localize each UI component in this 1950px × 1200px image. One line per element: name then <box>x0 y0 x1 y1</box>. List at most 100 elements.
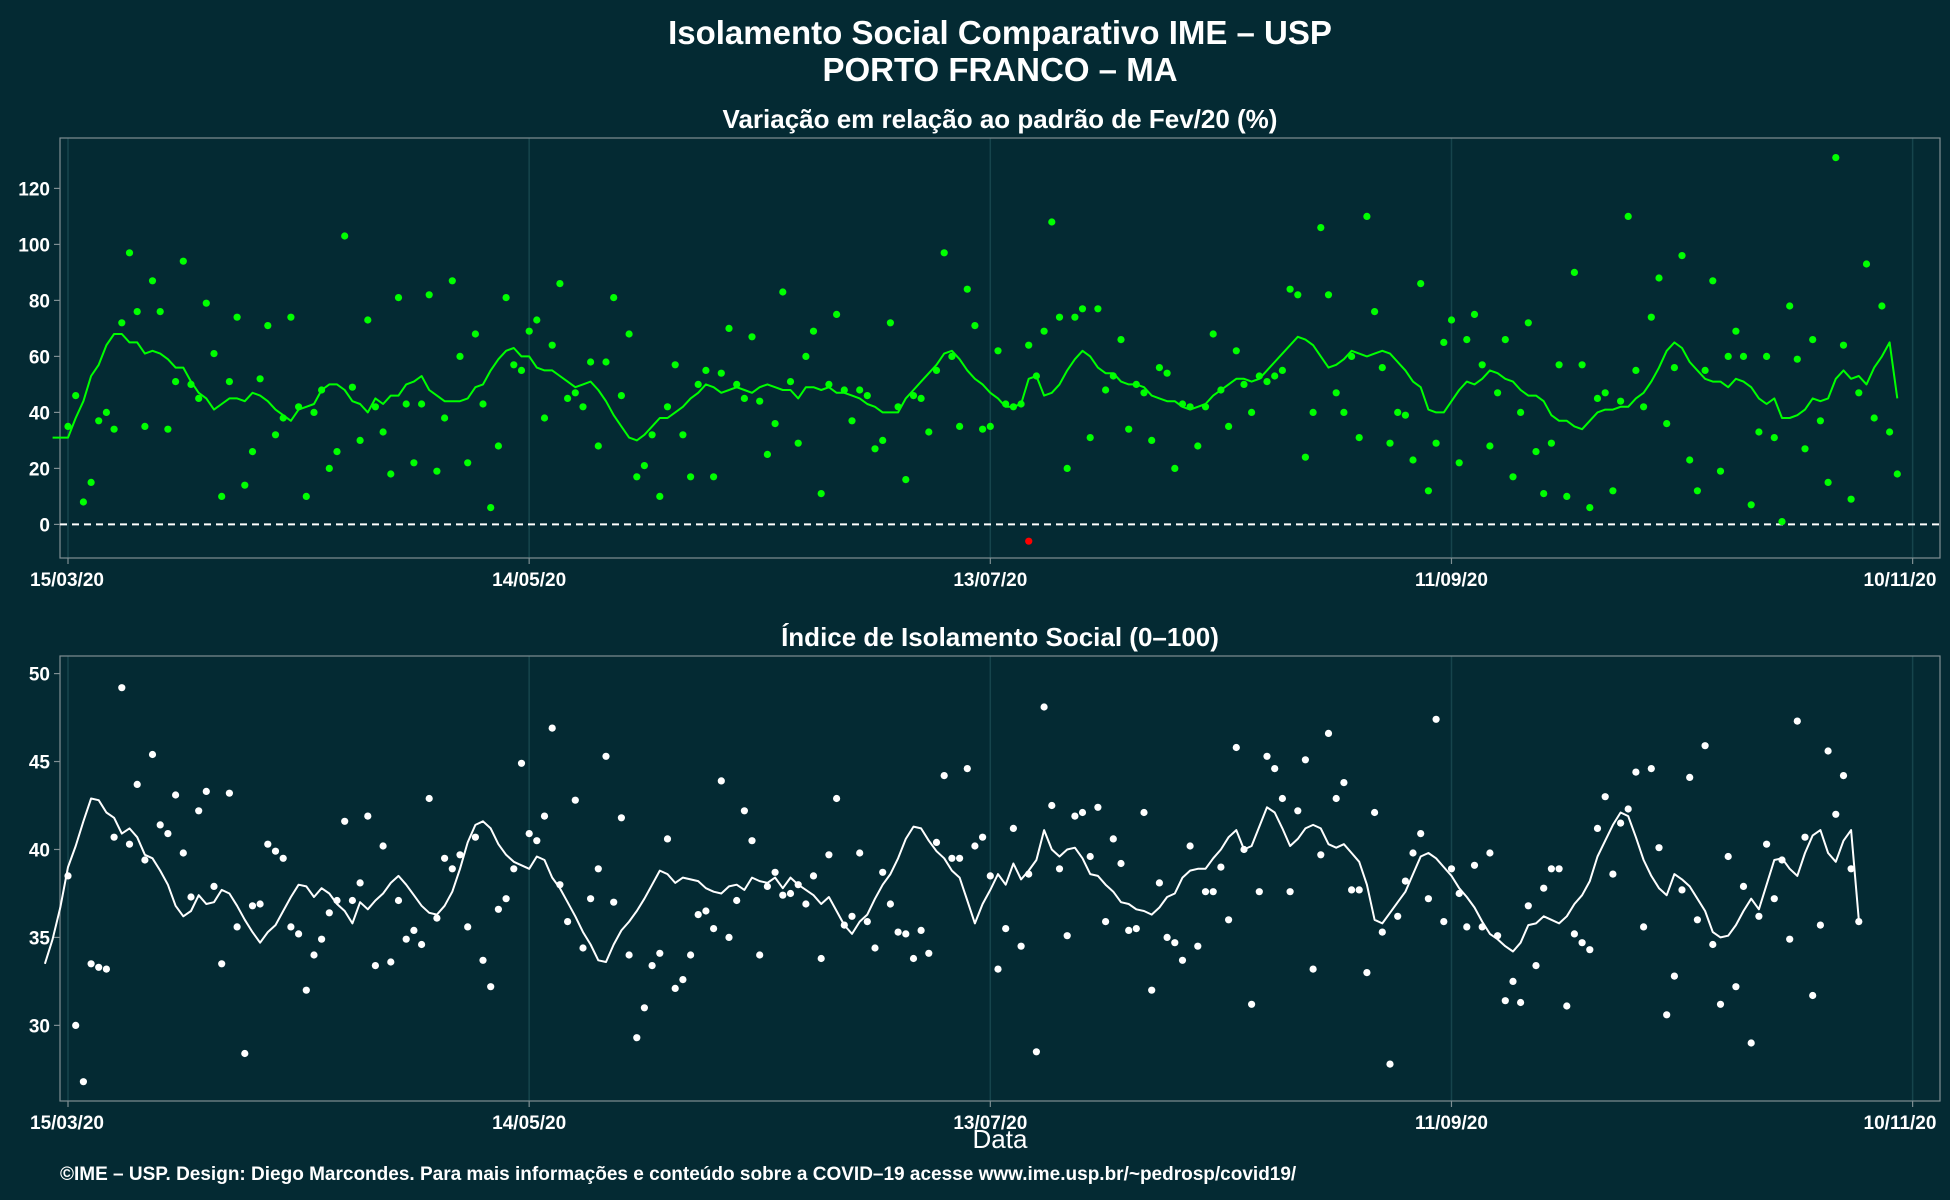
bottom-point <box>1186 842 1194 850</box>
top-ytick-label-60: 60 <box>29 347 50 368</box>
top-point <box>648 431 656 439</box>
bottom-point <box>371 962 379 970</box>
top-point <box>1739 352 1748 360</box>
top-point <box>179 257 187 265</box>
bottom-point <box>671 984 679 993</box>
bottom-point <box>633 1034 641 1042</box>
top-point <box>1593 394 1602 402</box>
top-point <box>1716 467 1725 475</box>
bottom-point <box>1494 932 1502 940</box>
bottom-xtick-label-3: 11/09/20 <box>1415 1113 1488 1134</box>
top-moving-average-line <box>52 333 1899 442</box>
bottom-point <box>648 962 656 970</box>
bottom-point <box>610 898 618 906</box>
top-point <box>72 392 80 400</box>
bottom-point <box>1617 819 1625 827</box>
bottom-point <box>402 935 410 943</box>
top-point <box>1709 277 1717 285</box>
top-point <box>1870 414 1878 422</box>
top-point <box>172 378 180 386</box>
bottom-point <box>971 842 979 850</box>
top-point <box>894 403 902 411</box>
bottom-point <box>1786 935 1794 943</box>
top-point <box>1055 313 1064 321</box>
bottom-point <box>771 868 779 876</box>
bottom-point <box>1086 852 1094 861</box>
bottom-point <box>932 838 941 847</box>
top-point <box>1732 327 1740 335</box>
bottom-point <box>418 940 426 949</box>
bottom-point <box>587 895 595 903</box>
bottom-point <box>1670 972 1678 980</box>
bottom-point <box>210 882 218 891</box>
top-point <box>687 473 695 481</box>
bottom-point <box>1063 932 1071 940</box>
bottom-point <box>1078 808 1087 817</box>
top-point <box>148 277 157 285</box>
top-point <box>1578 361 1586 369</box>
top-point <box>1201 403 1210 411</box>
top-point <box>333 448 341 456</box>
top-point <box>1394 408 1402 416</box>
bottom-point <box>1693 916 1701 924</box>
top-point <box>979 425 987 433</box>
top-xtick-label-3: 11/09/20 <box>1415 570 1488 591</box>
top-point <box>809 327 818 335</box>
top-point <box>387 470 395 478</box>
top-point <box>1655 274 1663 282</box>
bottom-point <box>1232 743 1240 752</box>
bottom-point <box>1125 926 1133 935</box>
bottom-point <box>1055 865 1064 873</box>
bottom-point <box>1739 882 1748 891</box>
bottom-point <box>1102 918 1110 926</box>
top-point <box>479 400 487 408</box>
bottom-ytick-label-35: 35 <box>29 928 51 949</box>
top-point <box>279 414 287 422</box>
top-point <box>1532 448 1540 456</box>
bottom-point <box>241 1049 249 1058</box>
bottom-point <box>1225 916 1233 924</box>
top-point <box>556 280 564 288</box>
bottom-point <box>102 965 110 973</box>
bottom-point <box>1555 865 1563 873</box>
bottom-point <box>548 724 556 732</box>
bottom-point <box>979 833 987 841</box>
top-point <box>1893 470 1901 478</box>
top-highlight-point <box>1025 537 1033 545</box>
top-point <box>1455 459 1463 467</box>
top-point <box>1409 456 1417 464</box>
top-point <box>356 436 364 444</box>
top-point <box>1647 313 1655 321</box>
bottom-point <box>1002 925 1010 933</box>
bottom-point <box>564 918 572 926</box>
bottom-point <box>940 772 948 780</box>
bottom-point <box>1255 888 1263 896</box>
top-point <box>425 291 433 299</box>
top-point <box>817 490 825 498</box>
top-point <box>502 294 510 302</box>
bottom-point <box>779 891 787 899</box>
bottom-panel-title: Índice de Isolamento Social (0–100) <box>781 622 1219 652</box>
top-point <box>1363 212 1371 220</box>
bottom-point <box>1839 772 1848 780</box>
bottom-point <box>825 851 833 859</box>
bottom-point <box>1509 977 1517 986</box>
top-point <box>1109 372 1117 380</box>
bottom-point <box>1309 965 1317 973</box>
top-point <box>540 414 549 422</box>
top-point <box>710 473 718 481</box>
bottom-point <box>1109 835 1117 843</box>
top-point <box>1240 380 1248 388</box>
top-point <box>1271 372 1279 380</box>
bottom-point <box>1378 928 1386 936</box>
bottom-point <box>341 817 349 825</box>
bottom-point <box>1809 991 1817 1000</box>
top-point <box>418 400 426 408</box>
top-point <box>1255 372 1263 380</box>
bottom-ytick-label-45: 45 <box>29 753 51 774</box>
top-point <box>310 408 318 416</box>
top-point <box>1486 442 1494 450</box>
bottom-point <box>886 900 895 908</box>
top-point <box>1609 487 1617 495</box>
